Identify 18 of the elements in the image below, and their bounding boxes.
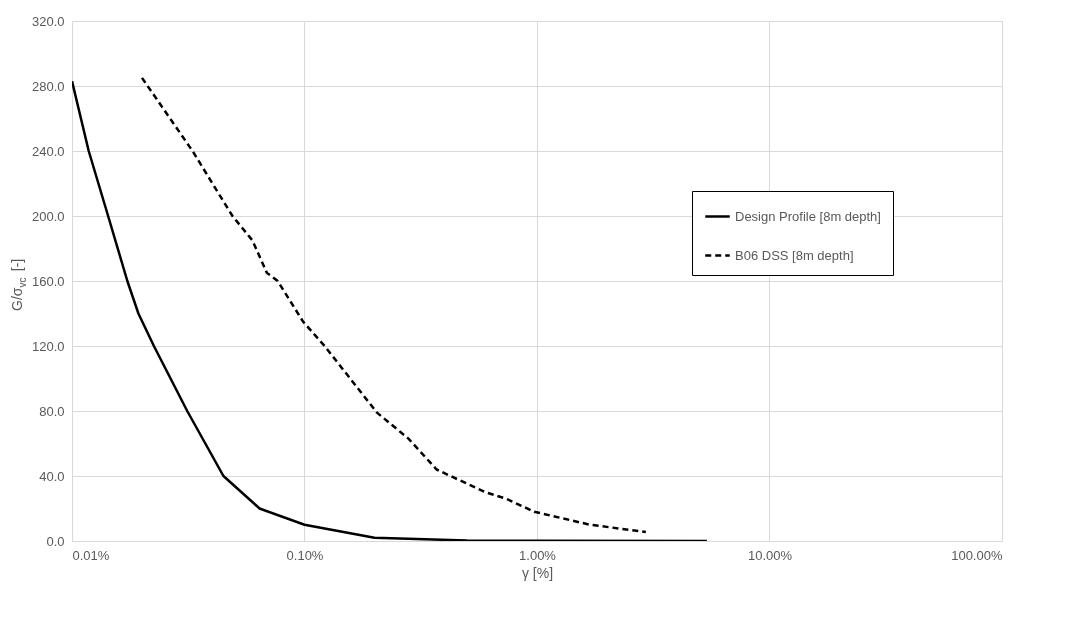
y-axis-title: G/σvc [-] <box>9 258 28 311</box>
x-tick-label: 1.00% <box>519 547 557 563</box>
x-tick-label: 0.10% <box>286 547 324 563</box>
y-tick-label: 160.0 <box>31 273 65 289</box>
y-tick-label: 0.0 <box>46 533 65 549</box>
legend-label: Design Profile [8m depth] <box>735 208 881 224</box>
y-tick-label: 40.0 <box>39 468 65 484</box>
legend-label: B06 DSS [8m depth] <box>735 247 854 263</box>
x-axis-title: γ [%] <box>521 564 554 581</box>
x-tick-label: 10.00% <box>747 547 793 563</box>
x-tick-label: 0.01% <box>72 547 110 563</box>
y-tick-label: 240.0 <box>31 143 65 159</box>
y-tick-label: 80.0 <box>39 403 65 419</box>
y-tick-label: 200.0 <box>31 208 65 224</box>
y-tick-label: 280.0 <box>31 78 65 94</box>
y-tick-label: 320.0 <box>31 13 65 29</box>
y-tick-label: 120.0 <box>31 338 65 354</box>
x-tick-label: 100.00% <box>951 547 1003 563</box>
